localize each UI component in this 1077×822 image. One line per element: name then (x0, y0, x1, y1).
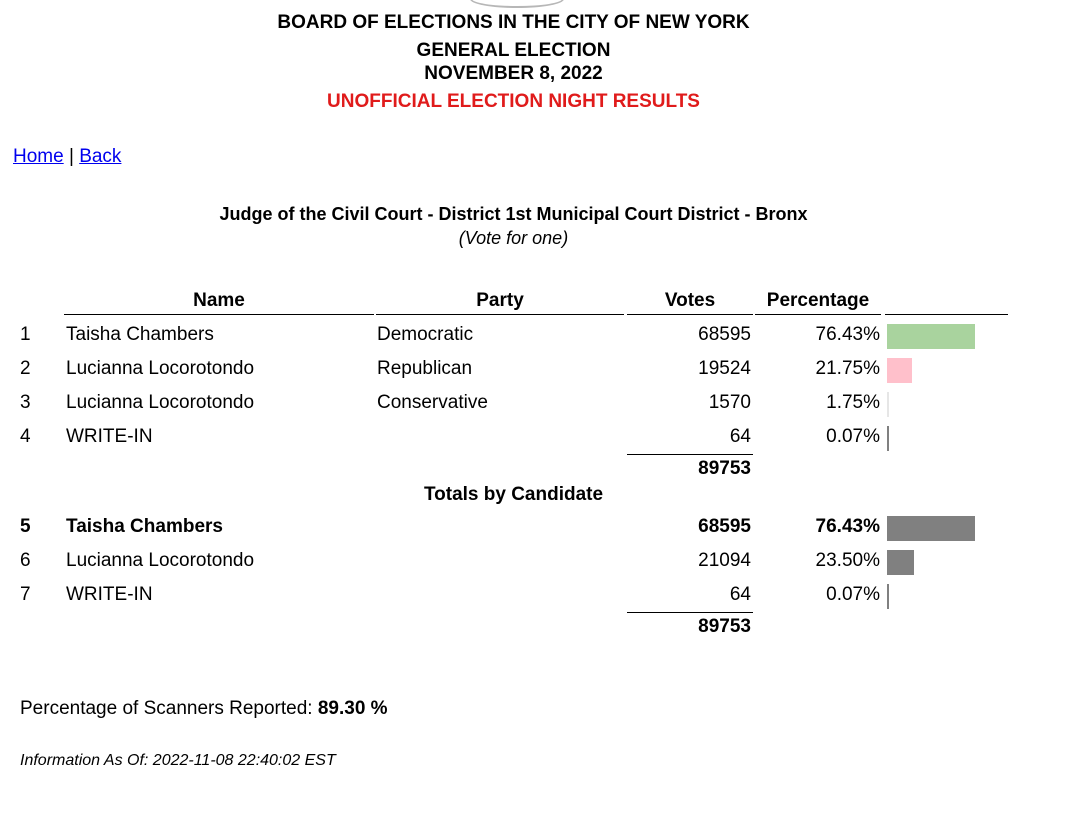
party-name: Republican (377, 358, 473, 379)
vote-count: 1570 (708, 392, 751, 413)
header-unofficial-notice: UNOFFICIAL ELECTION NIGHT RESULTS (327, 91, 700, 112)
header-underline-party (376, 314, 624, 315)
percentage-bar (887, 426, 889, 451)
vote-percentage: 76.43% (815, 516, 880, 537)
total-row: 7 WRITE-IN 64 0.07% (0, 584, 1077, 618)
header-underline-votes (627, 314, 753, 315)
party-name: Conservative (377, 392, 488, 413)
total-row: 5 Taisha Chambers 68595 76.43% (0, 516, 1077, 550)
race-subtitle: (Vote for one) (458, 228, 569, 248)
percentage-bar (887, 550, 914, 575)
column-header-party: Party (476, 290, 524, 311)
row-number: 4 (20, 426, 31, 447)
header-election-date: NOVEMBER 8, 2022 (424, 63, 603, 84)
row-number: 3 (20, 392, 31, 413)
row-number: 2 (20, 358, 31, 379)
vote-count: 19524 (698, 358, 751, 379)
home-link[interactable]: Home (13, 146, 64, 167)
percentage-bar (887, 516, 975, 541)
scanners-label: Percentage of Scanners Reported: (20, 698, 313, 719)
seal-image-edge (470, 0, 564, 8)
vote-percentage: 0.07% (826, 426, 880, 447)
vote-percentage: 76.43% (815, 324, 880, 345)
result-row: 1 Taisha Chambers Democratic 68595 76.43… (0, 324, 1077, 358)
totals-votes-total: 89753 (698, 616, 751, 637)
totals-by-candidate-label: Totals by Candidate (423, 484, 604, 505)
votes-total: 89753 (698, 458, 751, 479)
total-row: 6 Lucianna Locorotondo 21094 23.50% (0, 550, 1077, 584)
vote-count: 64 (729, 426, 751, 447)
column-header-name: Name (193, 290, 245, 311)
vote-count: 68595 (698, 324, 751, 345)
candidate-name: Taisha Chambers (66, 516, 223, 537)
candidate-name: Lucianna Locorotondo (66, 358, 255, 379)
vote-percentage: 21.75% (815, 358, 880, 379)
row-number: 6 (20, 550, 31, 571)
candidate-name: Lucianna Locorotondo (66, 550, 255, 571)
result-row: 2 Lucianna Locorotondo Republican 19524 … (0, 358, 1077, 392)
header-underline-percentage (755, 314, 881, 315)
nav-links: Home | Back (13, 146, 121, 168)
header-title: BOARD OF ELECTIONS IN THE CITY OF NEW YO… (277, 12, 750, 33)
race-title: Judge of the Civil Court - District 1st … (219, 204, 808, 224)
percentage-bar (887, 324, 975, 349)
vote-count: 64 (729, 584, 751, 605)
column-header-votes: Votes (664, 290, 716, 311)
result-row: 4 WRITE-IN 64 0.07% (0, 426, 1077, 460)
vote-count: 21094 (698, 550, 751, 571)
vote-count: 68595 (698, 516, 751, 537)
party-name: Democratic (377, 324, 474, 345)
scanners-value: 89.30 % (317, 698, 388, 719)
vote-percentage: 0.07% (826, 584, 880, 605)
vote-percentage: 1.75% (826, 392, 880, 413)
header-underline-bar (885, 314, 1008, 315)
row-number: 7 (20, 584, 31, 605)
back-link[interactable]: Back (79, 146, 122, 167)
candidate-name: WRITE-IN (66, 426, 153, 447)
totals-sum-line (627, 612, 753, 613)
candidate-name: Taisha Chambers (66, 324, 214, 345)
column-header-percentage: Percentage (766, 290, 870, 311)
result-row: 3 Lucianna Locorotondo Conservative 1570… (0, 392, 1077, 426)
candidate-name: WRITE-IN (66, 584, 153, 605)
header-underline-name (64, 314, 374, 315)
scanners-reported: Percentage of Scanners Reported: 89.30 % (20, 698, 388, 720)
row-number: 1 (20, 324, 31, 345)
row-number: 5 (20, 516, 31, 537)
votes-sum-line (627, 454, 753, 455)
header-election-type: GENERAL ELECTION (416, 40, 611, 61)
percentage-bar (887, 392, 889, 417)
information-as-of: Information As Of: 2022-11-08 22:40:02 E… (20, 752, 336, 769)
nav-separator: | (68, 146, 74, 167)
vote-percentage: 23.50% (815, 550, 880, 571)
percentage-bar (887, 584, 889, 609)
candidate-name: Lucianna Locorotondo (66, 392, 255, 413)
percentage-bar (887, 358, 912, 383)
